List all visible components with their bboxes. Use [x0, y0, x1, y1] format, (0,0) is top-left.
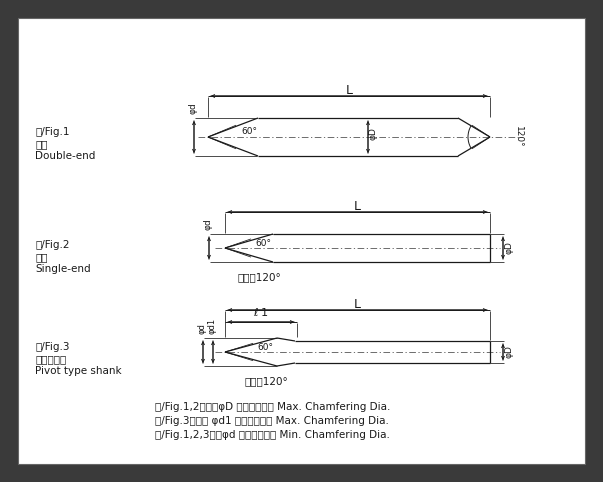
Text: φD: φD: [369, 128, 378, 140]
Text: 片刃: 片刃: [35, 252, 48, 262]
Text: 120°: 120°: [514, 126, 523, 148]
Text: 図/Fig.1: 図/Fig.1: [35, 127, 69, 137]
Text: 60°: 60°: [255, 240, 271, 249]
Text: 図/Fig.3: 図/Fig.3: [35, 342, 69, 352]
Text: 図/Fig.1,2,3：　φd 最小面取り径 Min. Chamfering Dia.: 図/Fig.1,2,3： φd 最小面取り径 Min. Chamfering D…: [155, 430, 390, 440]
Text: L: L: [354, 201, 361, 214]
Text: Pivot type shank: Pivot type shank: [35, 366, 122, 376]
Text: 先端角120°: 先端角120°: [237, 272, 281, 282]
Text: 先端角120°: 先端角120°: [244, 376, 288, 386]
Text: 60°: 60°: [257, 344, 273, 352]
Text: ルーマ形状: ルーマ形状: [35, 354, 66, 364]
Text: 図/Fig.3　　： φd1 最大面取り径 Max. Chamfering Dia.: 図/Fig.3 ： φd1 最大面取り径 Max. Chamfering Dia…: [155, 416, 389, 426]
Text: Double-end: Double-end: [35, 151, 95, 161]
Text: ℓ 1: ℓ 1: [253, 308, 268, 318]
Text: φd: φd: [198, 323, 206, 334]
Text: φd: φd: [189, 102, 198, 114]
Text: L: L: [346, 84, 353, 97]
Text: φD: φD: [505, 346, 514, 359]
Text: φD: φD: [505, 241, 514, 254]
Text: φd1: φd1: [207, 318, 216, 334]
Text: 図/Fig.1,2　：　φD 最大面取り径 Max. Chamfering Dia.: 図/Fig.1,2 ： φD 最大面取り径 Max. Chamfering Di…: [155, 402, 390, 412]
Text: L: L: [354, 298, 361, 311]
Text: 両刃: 両刃: [35, 139, 48, 149]
Text: Single-end: Single-end: [35, 264, 90, 274]
Text: 60°: 60°: [241, 128, 257, 136]
Text: φd: φd: [203, 218, 212, 230]
Text: 図/Fig.2: 図/Fig.2: [35, 240, 69, 250]
